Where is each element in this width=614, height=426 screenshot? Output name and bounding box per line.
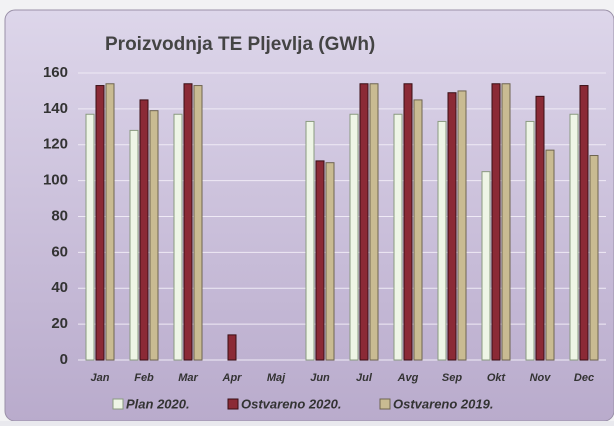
y-tick-label: 20 — [51, 315, 68, 332]
x-tick-label: Feb — [134, 372, 154, 384]
x-tick-label: Nov — [530, 372, 552, 384]
bar — [193, 85, 203, 361]
bar — [105, 83, 115, 361]
x-tick-label: Jan — [91, 372, 110, 384]
x-tick-label: Mar — [178, 372, 198, 384]
bar — [491, 83, 501, 361]
bar — [149, 110, 159, 361]
legend-label: Plan 2020. — [126, 396, 190, 411]
bar — [569, 113, 579, 361]
legend-label: Ostvareno 2019. — [393, 396, 493, 411]
x-tick-label: Apr — [222, 372, 243, 384]
y-tick-label: 40 — [51, 279, 68, 296]
bar — [403, 83, 413, 361]
bar — [545, 149, 555, 361]
y-tick-label: 100 — [43, 172, 68, 189]
x-tick-label: Sep — [442, 372, 462, 384]
bar — [535, 95, 545, 361]
bar — [525, 120, 535, 361]
chart-title: Proizvodnja TE Pljevlja (GWh) — [105, 34, 375, 55]
y-tick-label: 120 — [43, 136, 68, 153]
legend-marker — [379, 398, 391, 410]
bar — [129, 129, 139, 361]
y-tick-label: 160 — [43, 64, 68, 81]
legend-marker — [112, 398, 124, 410]
bar — [457, 90, 467, 361]
bar — [359, 83, 369, 361]
bar — [173, 113, 183, 361]
y-tick-label: 80 — [51, 207, 68, 224]
bar — [139, 99, 149, 361]
x-tick-label: Avg — [397, 372, 419, 384]
bar — [589, 155, 599, 361]
y-tick-label: 0 — [60, 351, 68, 368]
bar — [85, 113, 95, 361]
bar — [315, 160, 325, 361]
x-tick-label: Maj — [267, 372, 286, 384]
bar — [437, 120, 447, 361]
bar — [349, 113, 359, 361]
legend-label: Ostvareno 2020. — [241, 396, 341, 411]
x-tick-label: Dec — [574, 372, 594, 384]
legend-marker — [227, 398, 239, 410]
bar — [413, 99, 423, 361]
bar — [305, 120, 315, 361]
bar — [393, 113, 403, 361]
x-tick-label: Okt — [487, 372, 507, 384]
x-tick-label: Jul — [356, 372, 373, 384]
bar — [579, 85, 589, 361]
bar — [369, 83, 379, 361]
x-tick-label: Jun — [310, 372, 330, 384]
bar — [447, 92, 457, 361]
bar — [227, 334, 237, 361]
y-tick-label: 60 — [51, 243, 68, 260]
bar — [95, 85, 105, 361]
y-tick-label: 140 — [43, 100, 68, 117]
bar — [501, 83, 511, 361]
bar — [481, 171, 491, 361]
bar — [183, 83, 193, 361]
bar — [325, 162, 335, 361]
